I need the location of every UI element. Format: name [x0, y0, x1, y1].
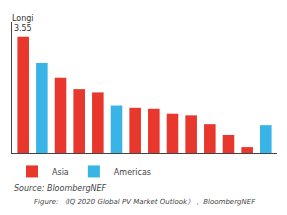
- svg-text:Americas: Americas: [114, 168, 151, 177]
- svg-text:Asia: Asia: [52, 168, 69, 177]
- svg-text:Source: BloombergNEF: Source: BloombergNEF: [14, 184, 107, 193]
- svg-text:Figure: 《IQ 2020 Global PV Mar: Figure: 《IQ 2020 Global PV Market Outloo…: [34, 198, 256, 206]
- svg-text:Longi3.55: Longi3.55: [12, 14, 34, 33]
